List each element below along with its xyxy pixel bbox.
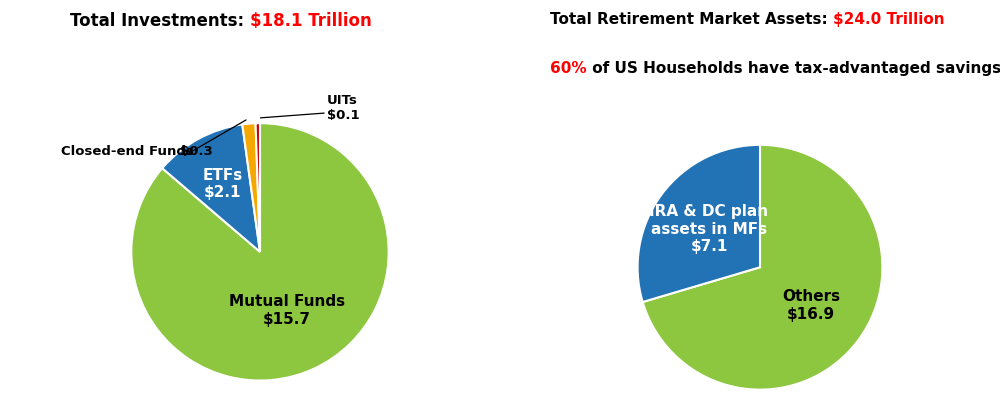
Text: $18.1 Trillion: $18.1 Trillion xyxy=(250,12,372,30)
Text: $24.0 Trillion: $24.0 Trillion xyxy=(833,12,945,27)
Wedge shape xyxy=(643,145,882,390)
Text: $0.1: $0.1 xyxy=(327,109,360,122)
Text: Closed-end Funds: Closed-end Funds xyxy=(61,145,193,158)
Text: Total Retirement Market Assets:: Total Retirement Market Assets: xyxy=(550,12,833,27)
Text: $0.3: $0.3 xyxy=(180,145,213,158)
Wedge shape xyxy=(256,123,260,252)
Wedge shape xyxy=(638,145,760,302)
Text: 60%: 60% xyxy=(550,61,587,76)
Text: Total Investments:: Total Investments: xyxy=(70,12,250,30)
Text: of US Households have tax-advantaged savings: of US Households have tax-advantaged sav… xyxy=(587,61,1000,76)
Text: Others
$16.9: Others $16.9 xyxy=(782,289,840,322)
Text: ETFs
$2.1: ETFs $2.1 xyxy=(203,168,243,200)
Text: IRA & DC plan
assets in MFs
$7.1: IRA & DC plan assets in MFs $7.1 xyxy=(649,204,769,254)
Text: Mutual Funds
$15.7: Mutual Funds $15.7 xyxy=(229,294,345,326)
Wedge shape xyxy=(242,123,260,252)
Wedge shape xyxy=(162,124,260,252)
Text: UITs: UITs xyxy=(327,93,358,106)
Wedge shape xyxy=(131,123,389,381)
